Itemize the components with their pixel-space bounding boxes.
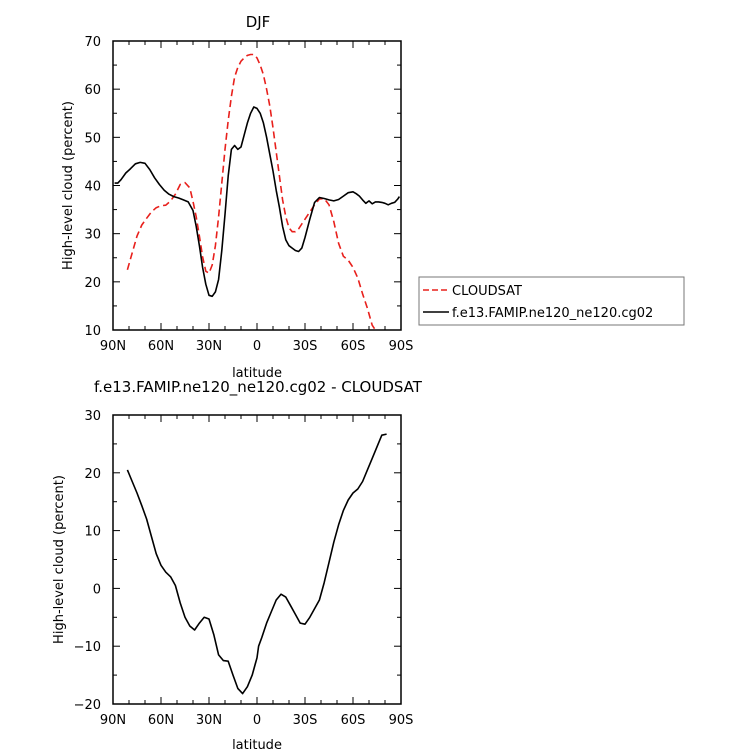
bottom-chart-series <box>126 433 387 695</box>
bottom-chart-ytick-label: 0 <box>93 582 101 597</box>
bottom-chart-panel: f.e13.FAMIP.ne120_ne120.cg02 - CLOUDSAT … <box>52 378 423 753</box>
bottom-chart-xtick-label: 60S <box>341 713 366 728</box>
bottom-chart-ylabel: High-level cloud (percent) <box>52 475 67 644</box>
bottom-chart-xtick-label: 60N <box>148 713 174 728</box>
top-chart-xtick-label: 60N <box>148 339 174 354</box>
bottom-chart-ticks: 90N 60N 30N 0 30S 60S 90S −20 −10 0 10 20 30 <box>74 409 414 728</box>
top-chart-series <box>114 53 401 330</box>
top-chart-ytick-label: 40 <box>84 180 101 195</box>
top-chart-line-f-e13-famip-ne120-ne120-cg02 <box>114 106 401 298</box>
top-chart-ytick-label: 30 <box>84 228 101 243</box>
bottom-chart-xlabel: latitude <box>232 738 282 753</box>
bottom-chart-title: f.e13.FAMIP.ne120_ne120.cg02 - CLOUDSAT <box>94 378 423 397</box>
top-chart-ytick-label: 70 <box>84 35 101 50</box>
top-chart-xtick-label: 60S <box>341 339 366 354</box>
bottom-chart-ytick-label: 20 <box>84 467 101 482</box>
top-chart-xlabel: latitude <box>232 366 282 381</box>
bottom-chart-xtick-label: 0 <box>253 713 261 728</box>
bottom-chart-ytick-label: −10 <box>74 640 101 655</box>
legend-label-model: f.e13.FAMIP.ne120_ne120.cg02 <box>452 306 653 321</box>
bottom-chart-xtick-label: 90S <box>389 713 414 728</box>
bottom-chart-line-difference <box>126 433 387 695</box>
top-chart-ytick-label: 10 <box>84 324 101 339</box>
bottom-chart-ytick-label: 30 <box>84 409 101 424</box>
top-chart-ytick-label: 20 <box>84 276 101 291</box>
top-chart-xtick-label: 90S <box>389 339 414 354</box>
bottom-chart-xtick-label: 30S <box>293 713 318 728</box>
top-chart-title: DJF <box>246 13 271 31</box>
top-chart-xtick-label: 0 <box>253 339 261 354</box>
top-chart-xtick-label: 30S <box>293 339 318 354</box>
legend: CLOUDSAT f.e13.FAMIP.ne120_ne120.cg02 <box>418 276 685 326</box>
legend-box <box>418 276 685 326</box>
top-chart-ytick-label: 50 <box>84 131 101 146</box>
top-chart-frame <box>112 40 402 331</box>
top-chart-xtick-label: 30N <box>196 339 222 354</box>
bottom-chart-xtick-label: 90N <box>100 713 126 728</box>
top-chart-panel: DJF 90N 60N 30N 0 30S 60S 90S 10 20 30 40 50 60 70 la… <box>61 13 413 381</box>
top-chart-ylabel: High-level cloud (percent) <box>61 101 76 270</box>
bottom-chart-ytick-label: −20 <box>74 698 101 713</box>
top-chart-ticks: 90N 60N 30N 0 30S 60S 90S 10 20 30 40 50 60 70 <box>84 35 413 354</box>
legend-label-cloudsat: CLOUDSAT <box>452 284 522 299</box>
top-chart-line-cloudsat <box>126 53 377 330</box>
top-chart-ytick-label: 60 <box>84 83 101 98</box>
bottom-chart-ytick-label: 10 <box>84 525 101 540</box>
top-chart-xtick-label: 90N <box>100 339 126 354</box>
bottom-chart-xtick-label: 30N <box>196 713 222 728</box>
